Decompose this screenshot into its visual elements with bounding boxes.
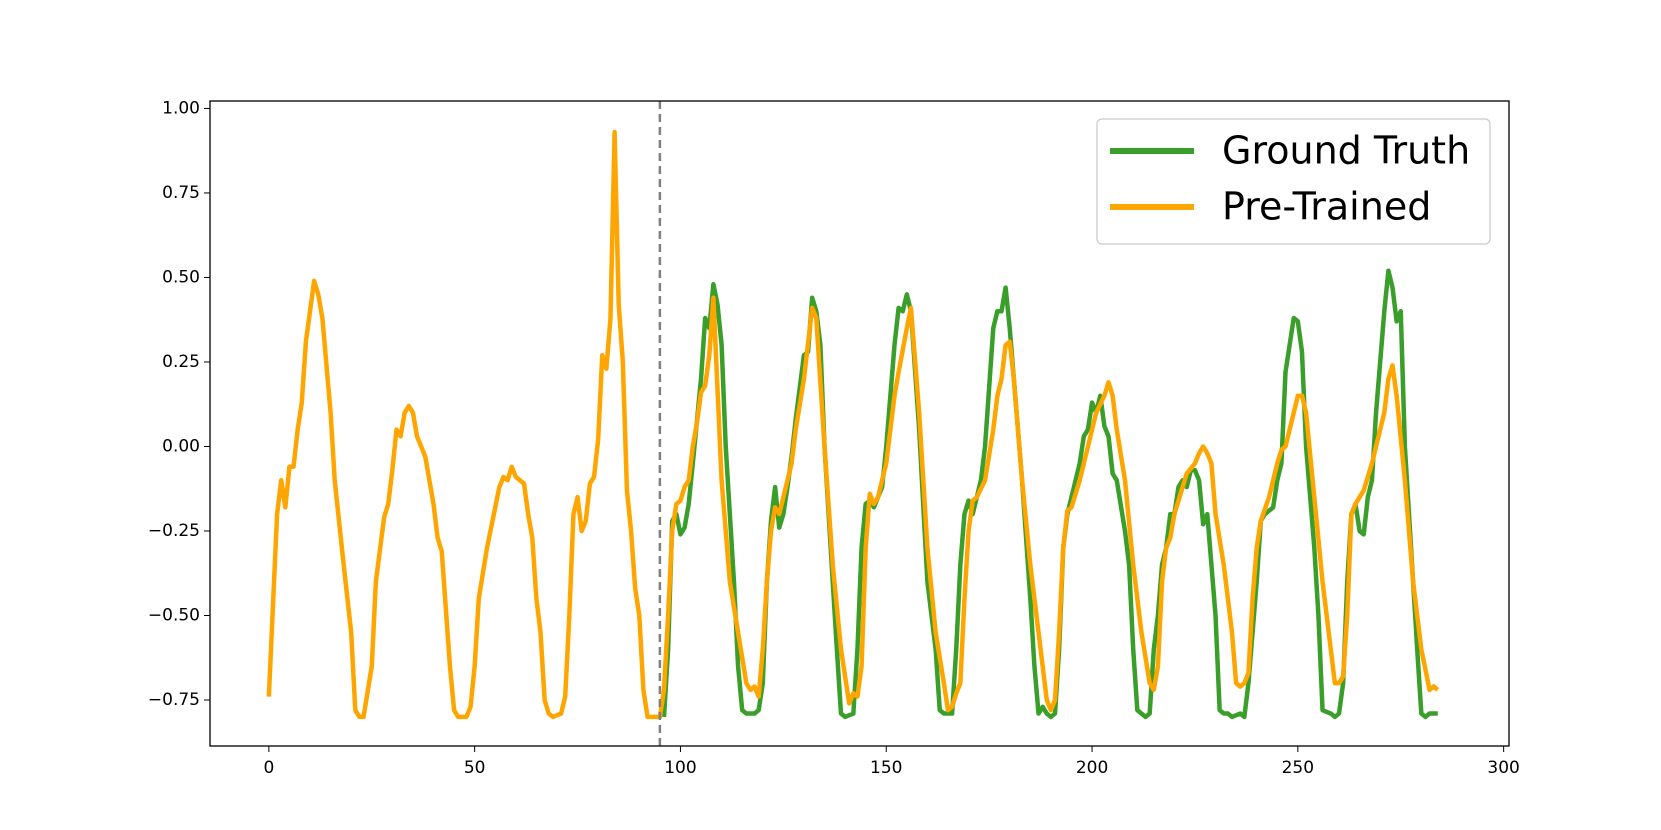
x-tick-label: 50 — [464, 758, 486, 778]
y-tick-label: 0.00 — [162, 436, 200, 456]
plot-frame — [209, 100, 1510, 747]
legend-label: Pre-Trained — [1222, 185, 1431, 229]
y-tick-label: −0.75 — [148, 690, 200, 710]
legend-label: Ground Truth — [1222, 129, 1470, 173]
y-tick-label: −0.25 — [148, 521, 200, 541]
y-tick-label: 0.25 — [162, 352, 200, 372]
y-tick-label: 0.50 — [162, 267, 200, 287]
y-tick-label: −0.50 — [148, 606, 200, 626]
x-tick-label: 250 — [1282, 758, 1314, 778]
y-tick-label: 1.00 — [162, 98, 200, 118]
x-tick-label: 200 — [1076, 758, 1108, 778]
x-tick-label: 150 — [870, 758, 902, 778]
x-tick-label: 300 — [1487, 758, 1519, 778]
y-tick-label: 0.75 — [162, 183, 200, 203]
legend-box — [1096, 118, 1491, 245]
series-line — [266, 129, 1440, 720]
x-tick-label: 0 — [263, 758, 274, 778]
x-tick-label: 100 — [664, 758, 696, 778]
